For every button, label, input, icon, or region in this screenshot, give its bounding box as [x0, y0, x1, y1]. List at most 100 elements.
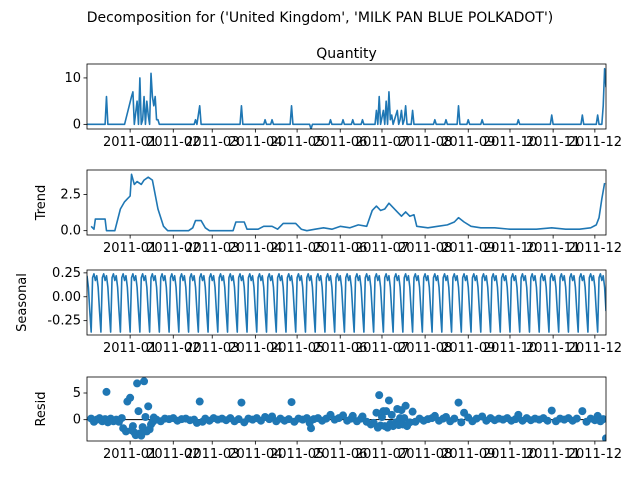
axes-frame: [86, 376, 607, 442]
x-tick-label: 2011-01: [103, 447, 157, 462]
resid-point: [195, 397, 204, 406]
resid-point: [144, 402, 153, 411]
resid-point: [454, 398, 463, 407]
x-tick-label: 2011-05: [270, 241, 324, 256]
x-tick-label: 2011-02: [146, 341, 200, 356]
x-tick-label: 2011-08: [398, 447, 452, 462]
resid-point: [140, 377, 149, 386]
x-tick-label: 2011-02: [146, 241, 200, 256]
y-tick-label: 0: [73, 413, 81, 428]
y-tick-label: 0.00: [52, 290, 81, 305]
x-tick-label: 2011-06: [313, 447, 367, 462]
x-tick-label: 2011-08: [398, 241, 452, 256]
x-tick-label: 2011-03: [185, 241, 239, 256]
axes-frame: [86, 269, 607, 336]
x-tick-label: 2011-01: [103, 135, 157, 150]
resid-point: [137, 431, 146, 440]
y-tick-label: 0: [73, 117, 81, 132]
x-tick-label: 2011-07: [355, 135, 409, 150]
resid-point: [387, 410, 396, 419]
y-tick-label: 5: [73, 386, 81, 401]
resid-point: [237, 398, 246, 407]
resid-point: [602, 434, 606, 441]
y-tick-label: 0.25: [52, 266, 81, 281]
resid-point: [599, 415, 606, 424]
x-tick-label: 2011-09: [441, 241, 495, 256]
x-tick-label: 2011-12: [568, 241, 622, 256]
x-tick-label: 2011-12: [568, 341, 622, 356]
x-tick-label: 2011-09: [441, 135, 495, 150]
resid-point: [133, 379, 142, 388]
x-tick-label: 2011-03: [185, 135, 239, 150]
x-tick-label: 2011-01: [103, 241, 157, 256]
resid-point: [457, 418, 466, 427]
resid-point: [543, 416, 552, 425]
y-axis-label: Trend: [34, 185, 49, 222]
figure-title: Decomposition for ('United Kingdom', 'MI…: [87, 10, 554, 26]
x-tick-label: 2011-05: [270, 135, 324, 150]
series-line: [90, 173, 606, 232]
resid-point: [578, 407, 587, 416]
resid-point: [375, 391, 384, 400]
x-tick-label: 2011-11: [526, 241, 580, 256]
x-tick-label: 2011-07: [355, 341, 409, 356]
x-tick-label: 2011-10: [483, 341, 537, 356]
axes-frame: [86, 63, 607, 130]
y-tick-label: 2.5: [60, 188, 81, 203]
y-tick-label: 0.0: [60, 224, 81, 239]
x-tick-label: 2011-06: [313, 241, 367, 256]
series-line: [87, 67, 606, 129]
y-axis-label: Seasonal: [15, 273, 30, 332]
series-line: [87, 273, 606, 333]
x-tick-label: 2011-01: [103, 341, 157, 356]
panel-3: 0.250.00-0.252011-012011-022011-032011-0…: [15, 266, 622, 356]
resid-point: [117, 414, 126, 423]
x-tick-label: 2011-06: [313, 135, 367, 150]
resid-point: [141, 413, 150, 421]
x-tick-label: 2011-10: [483, 241, 537, 256]
panel-title: Quantity: [316, 46, 377, 62]
plot-area: [87, 67, 606, 129]
axes-frame: [86, 169, 607, 236]
resid-point: [401, 401, 410, 410]
x-tick-label: 2011-04: [228, 447, 282, 462]
x-tick-label: 2011-05: [270, 341, 324, 356]
x-tick-label: 2011-11: [526, 447, 580, 462]
x-tick-label: 2011-06: [313, 341, 367, 356]
x-tick-label: 2011-09: [441, 447, 495, 462]
resid-point: [514, 410, 523, 419]
resid-point: [134, 407, 143, 416]
resid-point: [547, 406, 556, 415]
x-tick-label: 2011-02: [146, 447, 200, 462]
x-tick-label: 2011-08: [398, 341, 452, 356]
x-tick-label: 2011-08: [398, 135, 452, 150]
x-tick-label: 2011-09: [441, 341, 495, 356]
resid-point: [408, 407, 417, 416]
x-tick-label: 2011-10: [483, 447, 537, 462]
y-tick-label: 10: [64, 71, 81, 86]
x-tick-label: 2011-04: [228, 341, 282, 356]
x-tick-label: 2011-02: [146, 135, 200, 150]
x-tick-label: 2011-12: [568, 447, 622, 462]
x-tick-label: 2011-11: [526, 341, 580, 356]
x-tick-label: 2011-03: [185, 341, 239, 356]
x-tick-label: 2011-07: [355, 447, 409, 462]
resid-point: [372, 408, 381, 417]
x-tick-label: 2011-12: [568, 135, 622, 150]
x-tick-label: 2011-04: [228, 241, 282, 256]
panel-2: 0.02.52011-012011-022011-032011-042011-0…: [34, 169, 622, 256]
x-tick-label: 2011-04: [228, 135, 282, 150]
plot-area: [87, 377, 606, 441]
resid-point: [384, 396, 393, 405]
y-tick-label: -0.25: [47, 314, 81, 329]
resid-point: [307, 424, 316, 433]
resid-point: [450, 414, 459, 423]
resid-point: [572, 414, 581, 423]
panel-1: 0102011-012011-022011-032011-042011-0520…: [64, 46, 622, 150]
plot-area: [87, 273, 606, 333]
x-tick-label: 2011-07: [355, 241, 409, 256]
x-tick-label: 2011-05: [270, 447, 324, 462]
resid-point: [102, 387, 111, 396]
plot-area: [90, 173, 606, 232]
